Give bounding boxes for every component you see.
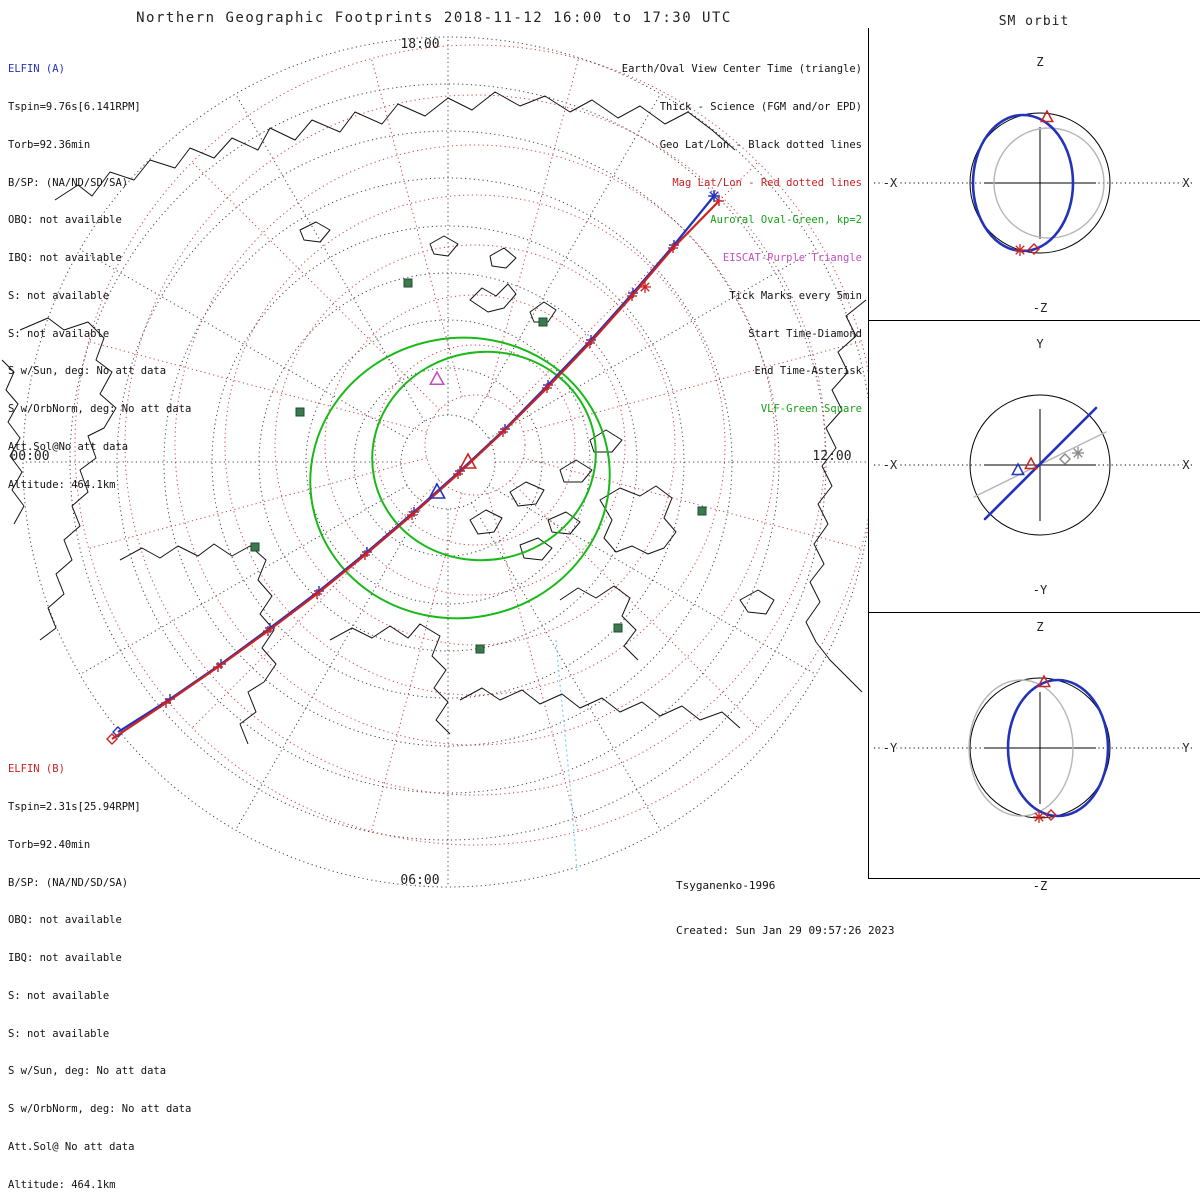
elfin-b-info-block: ELFIN (B) Tspin=2.31s[25.94RPM] Torb=92.… <box>8 738 191 1204</box>
model-label: Tsyganenko-1996 <box>676 879 776 892</box>
sm-orbit-column: SM orbit Z -Z -X X Y -Y -X X Z -Z -Y Y <box>868 0 1200 900</box>
svg-text:00:00: 00:00 <box>10 449 49 464</box>
svg-text:12:00: 12:00 <box>812 449 851 464</box>
info-line: Tspin=9.76s[6.141RPM] <box>8 100 141 113</box>
legend-line: End Time-Asterisk <box>754 365 862 378</box>
legend-line: Tick Marks every 5min <box>729 289 862 302</box>
svg-text:18:00: 18:00 <box>400 37 439 52</box>
polar-footprint-map: 18:00 00:00 12:00 06:00 <box>1 36 868 888</box>
info-line: Torb=92.36min <box>8 138 91 151</box>
info-line: S w/OrbNorm, deg: No att data <box>8 403 192 416</box>
svg-text:Z: Z <box>1036 55 1043 69</box>
svg-text:-Y: -Y <box>1033 583 1048 597</box>
info-line: S w/Sun, deg: No att data <box>8 1065 167 1078</box>
info-line: IBQ: not available <box>8 952 122 965</box>
info-line: IBQ: not available <box>8 252 122 265</box>
svg-text:-Z: -Z <box>1033 879 1047 893</box>
orbit-panel-xy: Y -Y -X X <box>874 335 1194 599</box>
info-line: B/SP: (NA/ND/SD/SA) <box>8 876 129 889</box>
legend-line: EISCAT-Purple Triangle <box>722 252 862 265</box>
panel-dividers <box>868 28 1200 879</box>
svg-text:-Y: -Y <box>883 741 898 755</box>
info-line: Altitude: 464.1km <box>8 1178 116 1191</box>
model-credit-block: Tsyganenko-1996 Created: Sun Jan 29 09:5… <box>676 848 895 953</box>
page-title: Northern Geographic Footprints 2018-11-1… <box>136 10 732 26</box>
legend-line: Mag Lat/Lon - Red dotted lines <box>672 176 862 189</box>
center-time-marker <box>459 452 477 469</box>
svg-text:Z: Z <box>1036 620 1043 634</box>
info-line: OBQ: not available <box>8 914 122 927</box>
legend-line: Thick - Science (FGM and/or EPD) <box>659 100 862 113</box>
info-line: S: not available <box>8 327 110 340</box>
clock-labels: 18:00 00:00 12:00 06:00 <box>10 37 851 888</box>
elfin-a-title: ELFIN (A) <box>8 63 65 76</box>
terminator-line <box>555 639 578 873</box>
info-line: OBQ: not available <box>8 214 122 227</box>
legend-line: Start Time-Diamond <box>748 327 862 340</box>
svg-text:-Z: -Z <box>1033 301 1047 315</box>
elfin-b-title: ELFIN (B) <box>8 763 65 776</box>
coastlines <box>1 91 867 745</box>
vlf-stations <box>250 278 707 654</box>
orbit-panel-xz: Z -Z -X X <box>874 53 1194 317</box>
info-line: B/SP: (NA/ND/SD/SA) <box>8 176 129 189</box>
mag-grid <box>74 44 868 846</box>
legend-line: Geo Lat/Lon - Black dotted lines <box>659 138 862 151</box>
svg-text:Y: Y <box>1182 741 1190 755</box>
legend-line: Earth/Oval View Center Time (triangle) <box>621 63 862 76</box>
orbit-panel-yz: Z -Z -Y Y <box>874 618 1194 895</box>
info-line: S w/OrbNorm, deg: No att data <box>8 1103 192 1116</box>
info-line: S: not available <box>8 289 110 302</box>
info-line: S: not available <box>8 1027 110 1040</box>
info-line: S: not available <box>8 989 110 1002</box>
svg-text:-X: -X <box>883 458 898 472</box>
geo-grid <box>22 36 868 888</box>
info-line: Tspin=2.31s[25.94RPM] <box>8 800 141 813</box>
info-line: S w/Sun, deg: No att data <box>8 365 167 378</box>
elfin-a-info-block: ELFIN (A) Tspin=9.76s[6.141RPM] Torb=92.… <box>8 38 191 504</box>
svg-text:X: X <box>1182 176 1190 190</box>
legend-line: Auroral Oval-Green, kp=2 <box>710 214 862 227</box>
sm-orbit-title: SM orbit <box>998 14 1070 29</box>
svg-text:X: X <box>1182 458 1190 472</box>
info-line: Torb=92.40min <box>8 838 91 851</box>
map-legend: Earth/Oval View Center Time (triangle) T… <box>622 38 862 428</box>
legend-line: VLF-Green Square <box>760 403 862 416</box>
center-time-marker <box>428 482 446 499</box>
info-line: Att.Sol@ No att data <box>8 1141 135 1153</box>
created-timestamp: Created: Sun Jan 29 09:57:26 2023 <box>676 924 895 937</box>
eiscat-marker <box>429 370 445 386</box>
svg-text:-X: -X <box>883 176 898 190</box>
svg-text:Y: Y <box>1036 337 1044 351</box>
sm-orbit-views: Z -Z -X X Y -Y -X X Z -Z -Y Y <box>868 28 1200 895</box>
svg-text:06:00: 06:00 <box>400 873 439 888</box>
info-line: Att.Sol@No att data <box>8 441 129 453</box>
info-line: Altitude: 464.1km <box>8 478 116 491</box>
auroral-oval <box>309 336 611 620</box>
footprint-track-elfin-b <box>106 196 724 745</box>
